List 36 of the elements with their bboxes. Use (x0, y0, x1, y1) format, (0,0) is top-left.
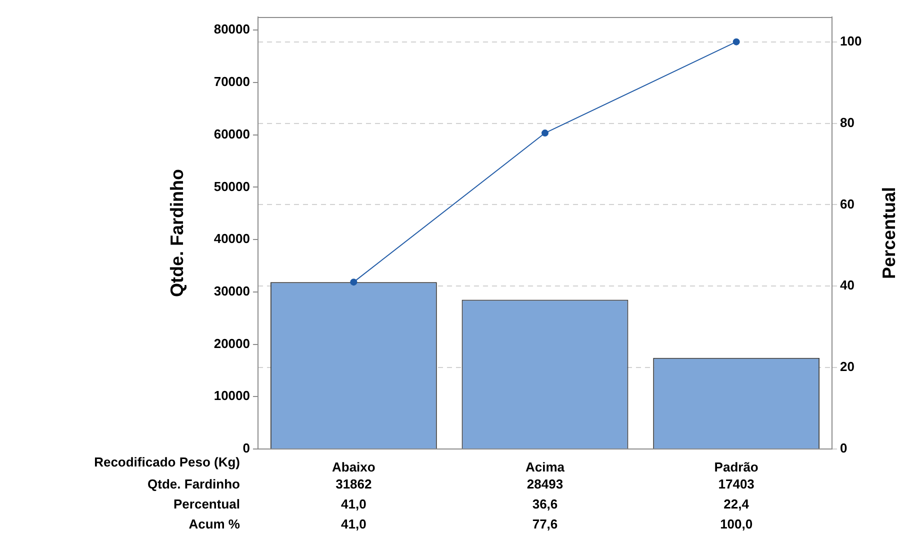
y-tick-label: 20000 (214, 336, 250, 351)
y-tick-label: 10000 (214, 388, 250, 404)
data-label: 41,0 (341, 516, 366, 532)
x-axis-title: Recodificado Peso (Kg) (94, 454, 240, 470)
x-tick-label: Abaixo (332, 459, 376, 474)
data-label: 17403 (718, 476, 754, 492)
y2-tick-label: 80 (840, 114, 854, 130)
point (732, 38, 740, 46)
text: 36,6 (532, 496, 558, 512)
y-tick-label: 50000 (214, 178, 250, 194)
y-tick-label: 30000 (214, 283, 250, 298)
data-label: 77,6 (532, 516, 558, 532)
y2-tick-label: 20 (840, 359, 854, 374)
x-tick-label: Acima (525, 459, 566, 474)
y2-tick-label: 40 (840, 278, 854, 293)
y-tick-label: 80000 (214, 22, 250, 37)
y-tick-label: 60000 (214, 126, 250, 142)
y2-tick-label: 0 (840, 440, 848, 456)
text: 22,4 (724, 496, 750, 512)
y-tick-label: 0 (242, 440, 250, 456)
text: 41,0 (341, 496, 366, 512)
text: Acum % (188, 516, 240, 532)
data-label: 28493 (526, 476, 564, 492)
y2-tick-label: 60 (840, 196, 854, 212)
x-tick-label: Padrão (714, 459, 758, 474)
data-label: 31862 (336, 476, 372, 492)
point (350, 278, 358, 286)
point (542, 130, 548, 137)
y-tick-label: 40000 (214, 231, 250, 246)
y2-axis-title: Percentual (878, 186, 899, 280)
data-label: 100,0 (720, 516, 753, 532)
y2-tick-label: 100 (840, 33, 862, 48)
text: Percentual (174, 496, 240, 512)
y-tick-label: 70000 (214, 74, 250, 90)
text: Qtde. Fardinho (148, 476, 240, 492)
y-axis-title: Qtde. Fardinho (166, 169, 187, 297)
